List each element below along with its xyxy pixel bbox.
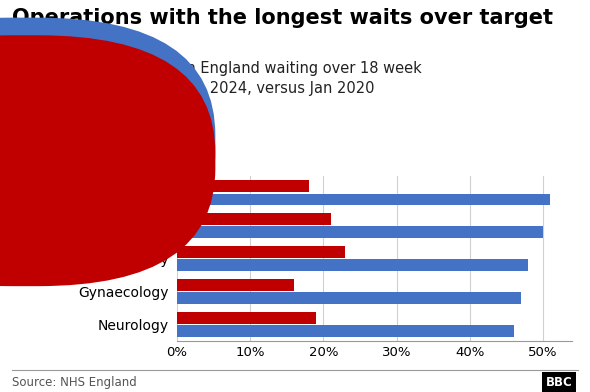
Text: Source: NHS England: Source: NHS England (12, 376, 136, 389)
Bar (177, 312, 316, 324)
Bar (177, 292, 521, 304)
Bar (177, 227, 543, 238)
Text: Jan 2024: Jan 2024 (47, 136, 108, 150)
Bar (177, 260, 529, 271)
Bar (177, 246, 345, 258)
Text: BBC: BBC (546, 376, 572, 389)
Bar (177, 213, 331, 225)
Bar (177, 325, 514, 337)
Text: Jan 2020: Jan 2020 (47, 154, 108, 168)
Bar (177, 194, 550, 205)
Bar (177, 279, 294, 291)
Text: Percentage of patients in England waiting over 18 week
target for treatment in J: Percentage of patients in England waitin… (12, 61, 421, 96)
Bar (177, 180, 309, 192)
Text: Operations with the longest waits over target: Operations with the longest waits over t… (12, 8, 553, 28)
